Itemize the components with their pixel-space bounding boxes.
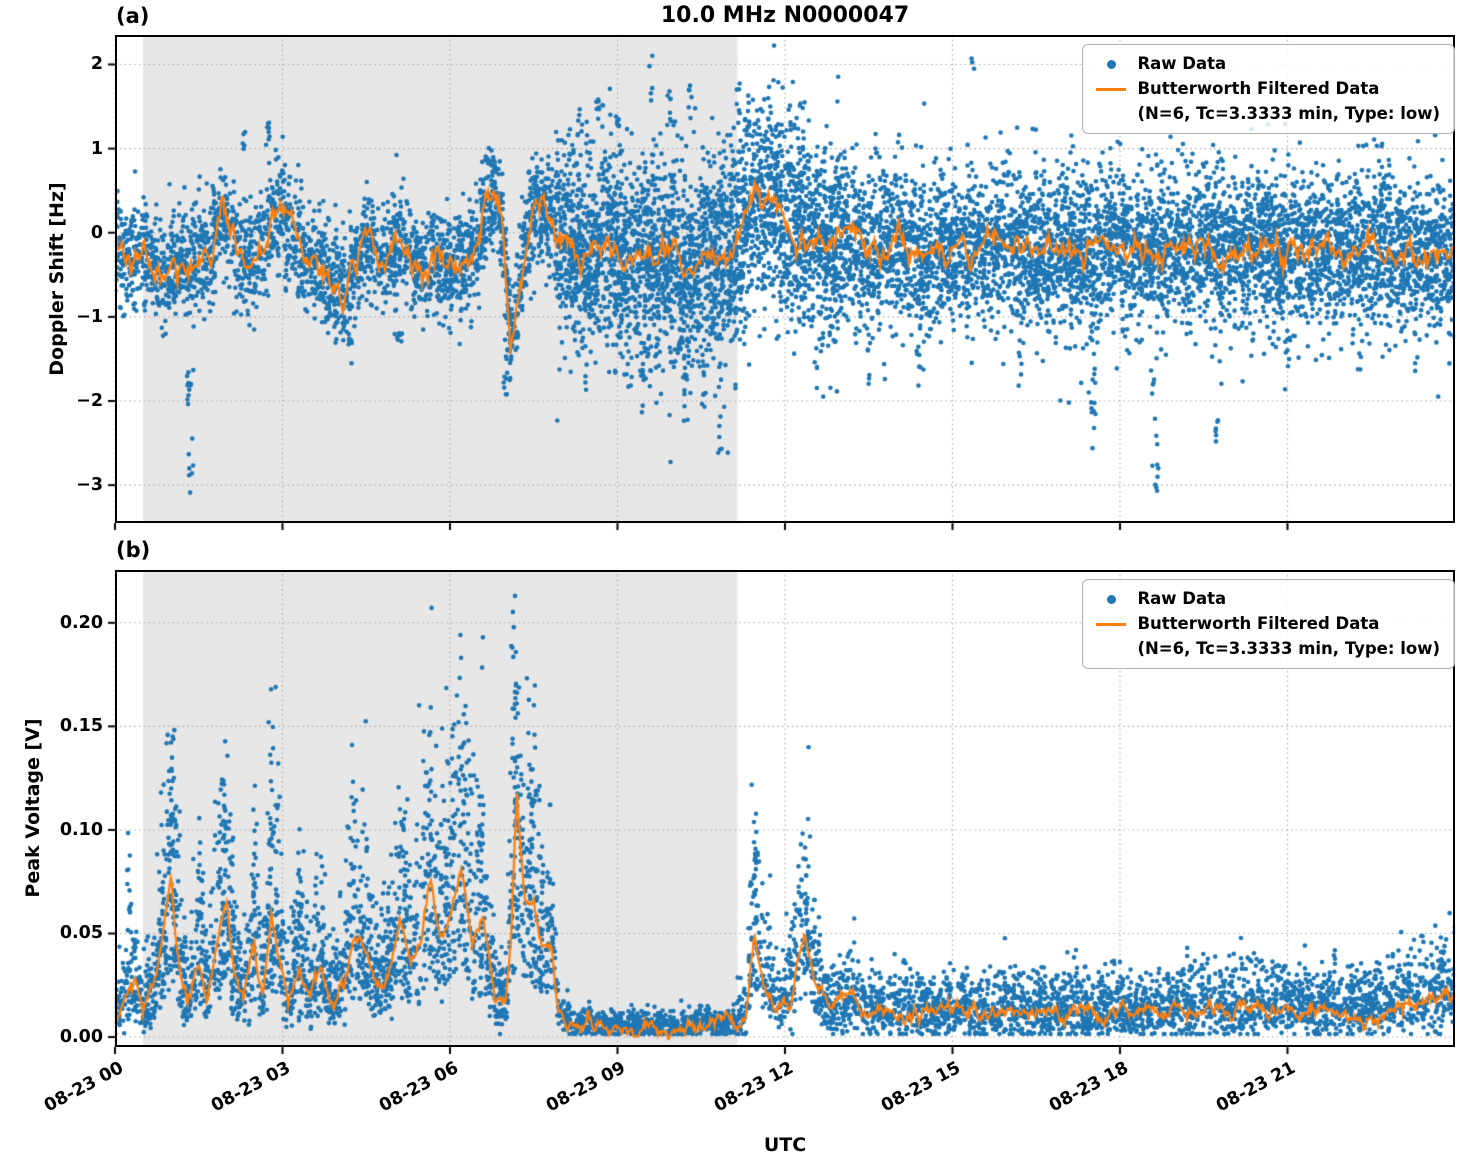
panel-a-y-tick-label: −2 (76, 391, 103, 411)
legend-filtered-line2: (N=6, Tc=3.3333 min, Type: low) (1137, 638, 1440, 658)
legend-raw-label: Raw Data (1137, 589, 1227, 608)
legend-filtered-line1: Butterworth Filtered Data (1137, 613, 1380, 633)
panel-a-y-tick-label: 1 (90, 138, 103, 159)
panel-b-label: (b) (116, 538, 151, 562)
panel-b-y-tick-label: 0.15 (59, 716, 103, 737)
raw-data-marker-icon (1093, 52, 1129, 69)
panel-b-legend: Raw Data Butterworth Filtered Data (N=6,… (1082, 579, 1455, 670)
panel-a-label: (a) (116, 4, 150, 28)
figure-title: 10.0 MHz N0000047 (660, 3, 910, 28)
panel-a-legend: Raw Data Butterworth Filtered Data (N=6,… (1082, 44, 1455, 135)
panel-a-y-tick-label: −1 (76, 306, 103, 327)
panel-b-y-axis-label: Peak Voltage [V] (22, 718, 44, 898)
legend-filtered-line2: (N=6, Tc=3.3333 min, Type: low) (1137, 103, 1440, 123)
legend-raw-label: Raw Data (1137, 54, 1227, 73)
raw-data-marker-icon (1093, 587, 1129, 604)
panel-a-y-tick-label: 0 (90, 222, 103, 243)
panel-a-y-tick-label: 2 (90, 54, 103, 75)
panel-b-y-tick-label: 0.10 (59, 819, 103, 840)
legend-filtered-line1: Butterworth Filtered Data (1137, 78, 1380, 98)
legend-entry-raw: Raw Data (1093, 587, 1440, 612)
filtered-data-marker-icon (1093, 612, 1129, 626)
legend-entry-raw: Raw Data (1093, 52, 1440, 77)
panel-b-y-tick-label: 0.05 (59, 923, 103, 944)
panel-a-y-tick-label: −3 (76, 475, 103, 496)
panel-b-y-tick-label: 0.20 (59, 612, 103, 633)
legend-entry-filtered: Butterworth Filtered Data (N=6, Tc=3.333… (1093, 77, 1440, 127)
filtered-data-marker-icon (1093, 77, 1129, 91)
panel-a-y-axis-label: Doppler Shift [Hz] (46, 182, 68, 376)
legend-entry-filtered: Butterworth Filtered Data (N=6, Tc=3.333… (1093, 612, 1440, 662)
legend-filtered-label: Butterworth Filtered Data (N=6, Tc=3.333… (1137, 77, 1440, 127)
panel-b-y-tick-label: 0.00 (59, 1027, 103, 1048)
legend-filtered-label: Butterworth Filtered Data (N=6, Tc=3.333… (1137, 612, 1440, 662)
x-axis-label: UTC (763, 1134, 807, 1156)
